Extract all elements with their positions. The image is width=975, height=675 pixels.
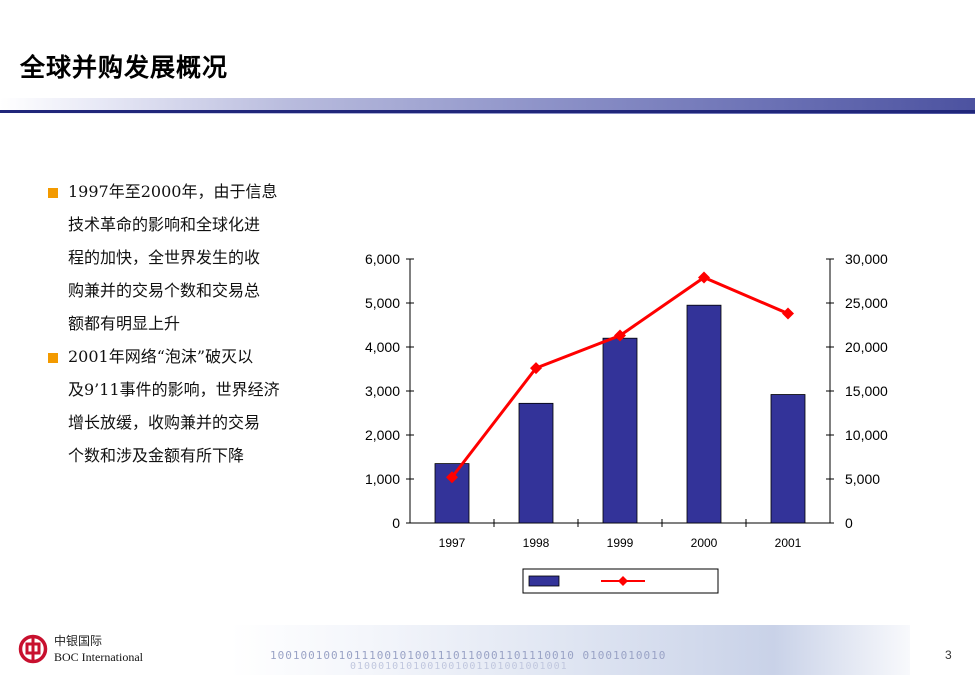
x-tick-label: 2001 (775, 536, 802, 550)
x-tick-label: 1999 (607, 536, 634, 550)
y-right-tick-label: 5,000 (845, 471, 880, 487)
line-point (446, 471, 458, 484)
y-left-tick-label: 4,000 (365, 339, 400, 355)
bullet-square-icon (48, 353, 58, 363)
line-point (782, 307, 794, 320)
legend-line-marker (618, 576, 628, 586)
company-name-cn: 中银国际 (54, 634, 103, 648)
y-right-tick-label: 25,000 (845, 295, 888, 311)
y-left-tick-label: 1,000 (365, 471, 400, 487)
bullet-item: 2001年网络“泡沫”破灭以 及9’11事件的影响，世界经济 增长放缓，收购兼并… (48, 340, 338, 472)
bullet-line: 额都有明显上升 (68, 314, 181, 333)
title-underline (0, 110, 975, 113)
bullet-line: 2001年网络“泡沫”破灭以 (68, 347, 254, 366)
x-tick-label: 1998 (523, 536, 550, 550)
bullet-line: 购兼并的交易个数和交易总 (68, 281, 261, 300)
y-right-tick-label: 10,000 (845, 427, 888, 443)
footer-binary-text-secondary: 0100010101001001001101001001001 (350, 661, 568, 672)
y-left-tick-label: 6,000 (365, 251, 400, 267)
y-left-tick-label: 3,000 (365, 383, 400, 399)
x-tick-label: 1997 (439, 536, 466, 550)
line-point (614, 329, 626, 342)
boc-logo-icon (18, 634, 48, 664)
bar (518, 402, 554, 524)
ma-chart: 0 1,000 2,000 3,000 4,000 5,000 6,000 0 5,000 10,… (365, 251, 888, 594)
y-right-tick-label: 0 (845, 515, 853, 531)
bar (770, 394, 806, 524)
y-left-tick-label: 0 (392, 515, 400, 531)
bullet-line: 1997年至2000年，由于信息 (68, 182, 278, 201)
footer-binary-text: 1001001001011100101001110110001101110010… (270, 649, 667, 662)
y-right-tick-label: 15,000 (845, 383, 888, 399)
footer-banner: 1001001001011100101001110110001101110010… (230, 625, 910, 675)
y-right-tick-label: 20,000 (845, 339, 888, 355)
bullet-item: 1997年至2000年，由于信息 技术革命的影响和全球化进 程的加快，全世界发生… (48, 175, 338, 340)
company-name-en: BOC International (54, 650, 143, 664)
bullet-line: 程的加快，全世界发生的收 (68, 248, 261, 267)
y-left-tick-label: 5,000 (365, 295, 400, 311)
slide-title: 全球并购发展概况 (20, 53, 229, 82)
y-right-tick-label: 30,000 (845, 251, 888, 267)
line-point (530, 362, 542, 375)
bullet-line: 增长放缓，收购兼并的交易 (68, 413, 261, 432)
bar (602, 337, 638, 524)
y-left-tick-label: 2,000 (365, 427, 400, 443)
x-tick-label: 2000 (691, 536, 718, 550)
page-number: 3 (945, 648, 952, 662)
legend-bar-swatch (528, 575, 560, 587)
bullet-line: 个数和涉及金额有所下降 (68, 446, 245, 465)
bullet-line: 技术革命的影响和全球化进 (68, 215, 261, 234)
bullet-list: 1997年至2000年，由于信息 技术革命的影响和全球化进 程的加快，全世界发生… (48, 175, 338, 472)
bullet-line: 及9’11事件的影响，世界经济 (68, 380, 280, 399)
line-point (698, 271, 710, 284)
bullet-square-icon (48, 188, 58, 198)
bar (686, 304, 722, 524)
